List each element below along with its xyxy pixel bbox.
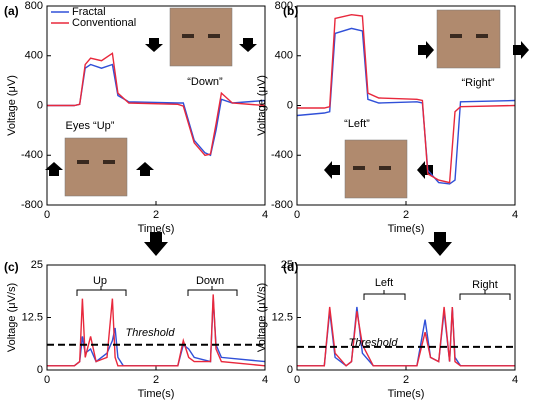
x-axis-label: Time(s) bbox=[388, 223, 425, 235]
brackets bbox=[76, 286, 511, 300]
big-arrow bbox=[144, 232, 168, 256]
face-photo-down bbox=[145, 7, 257, 67]
y-tick-label: 0 bbox=[37, 364, 43, 376]
annotation: Threshold bbox=[349, 337, 399, 349]
series-line bbox=[297, 306, 515, 367]
annotation: “Right” bbox=[461, 77, 494, 89]
x-axis-label: Time(s) bbox=[138, 223, 175, 235]
panel-label: (b) bbox=[283, 4, 298, 18]
panel-label: (a) bbox=[4, 4, 19, 18]
panel-label: (d) bbox=[283, 260, 298, 274]
face-photo-right bbox=[418, 9, 529, 69]
x-tick-label: 4 bbox=[512, 374, 518, 386]
x-tick-label: 0 bbox=[44, 374, 50, 386]
x-tick-label: 0 bbox=[294, 374, 300, 386]
annotation: “Down” bbox=[187, 76, 223, 88]
x-axis-label: Time(s) bbox=[138, 388, 175, 400]
face-photo-up bbox=[45, 137, 154, 197]
x-axis-label: Time(s) bbox=[388, 388, 425, 400]
y-tick-label: 400 bbox=[25, 50, 43, 62]
plot-frame bbox=[296, 264, 516, 371]
annotation: Left bbox=[375, 277, 393, 289]
annotation: Down bbox=[196, 275, 224, 287]
y-axis-label: Voltage (μV) bbox=[256, 75, 268, 136]
annotation: Threshold bbox=[126, 327, 176, 339]
plot-frame bbox=[46, 5, 266, 206]
y-tick-label: -800 bbox=[21, 199, 43, 211]
y-tick-label: -400 bbox=[271, 149, 293, 161]
y-tick-label: 0 bbox=[287, 364, 293, 376]
x-tick-label: 0 bbox=[44, 209, 50, 221]
y-tick-label: -400 bbox=[21, 149, 43, 161]
y-tick-label: 0 bbox=[287, 99, 293, 111]
y-tick-label: 12.5 bbox=[272, 311, 293, 323]
x-tick-label: 4 bbox=[262, 209, 268, 221]
plot-frame bbox=[46, 264, 266, 371]
big-arrow bbox=[428, 232, 452, 256]
y-tick-label: 0 bbox=[37, 99, 43, 111]
y-axis-label: Voltage (μV) bbox=[6, 75, 18, 136]
legend-label: Conventional bbox=[72, 17, 136, 29]
x-tick-label: 4 bbox=[262, 374, 268, 386]
x-tick-label: 0 bbox=[294, 209, 300, 221]
annotation: Right bbox=[472, 279, 498, 291]
y-tick-label: 25 bbox=[31, 259, 43, 271]
x-tick-label: 2 bbox=[153, 209, 159, 221]
y-tick-label: 400 bbox=[275, 50, 293, 62]
annotation: Eyes “Up” bbox=[66, 120, 115, 132]
series-line bbox=[297, 306, 515, 367]
x-tick-label: 2 bbox=[153, 374, 159, 386]
y-axis-label: Voltage (μV/s) bbox=[6, 283, 18, 352]
plot-frame bbox=[296, 5, 516, 206]
series-line bbox=[47, 294, 265, 367]
y-axis-label: Voltage (μV/s) bbox=[256, 283, 268, 352]
y-tick-label: 800 bbox=[275, 0, 293, 12]
y-tick-label: 800 bbox=[25, 0, 43, 12]
annotation: “Left” bbox=[344, 118, 370, 130]
panel-label: (c) bbox=[4, 260, 19, 274]
x-tick-label: 2 bbox=[403, 209, 409, 221]
face-photo-left bbox=[324, 139, 433, 199]
y-tick-label: -800 bbox=[271, 199, 293, 211]
legend-label: Fractal bbox=[72, 6, 106, 18]
series-line bbox=[297, 13, 515, 184]
y-tick-label: 12.5 bbox=[22, 311, 43, 323]
x-tick-label: 2 bbox=[403, 374, 409, 386]
annotation: Up bbox=[93, 275, 107, 287]
series-line bbox=[47, 52, 265, 157]
x-tick-label: 4 bbox=[512, 209, 518, 221]
y-tick-label: 25 bbox=[281, 259, 293, 271]
